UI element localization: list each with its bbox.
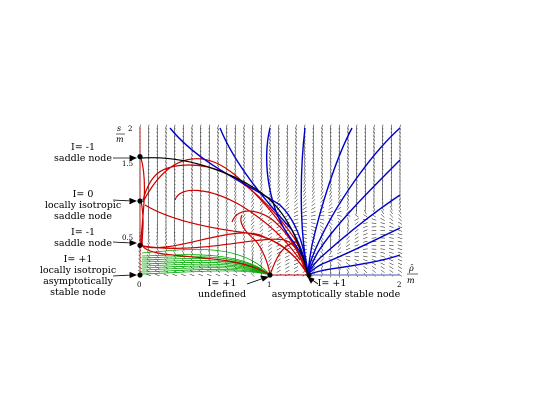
black-trajectories xyxy=(140,157,309,276)
black-trajectory xyxy=(140,157,309,276)
annotation-arrows xyxy=(112,154,319,285)
blue-trajectory xyxy=(300,127,309,276)
annotation-stable-right-index: I= +1 xyxy=(318,278,347,289)
green-trajectory xyxy=(141,267,271,276)
y-tick-1-5: 1.5 xyxy=(122,160,133,168)
annotation-saddle-mid-type: saddle node xyxy=(54,238,112,249)
annotation-undefined-type: undefined xyxy=(198,289,246,300)
blue-trajectory xyxy=(307,227,401,276)
x-axis-label-denominator: m xyxy=(407,276,415,285)
annotation-saddle-mid-index: I= -1 xyxy=(71,227,95,238)
y-axis-label-denominator: m xyxy=(116,135,124,144)
y-tick-0-5: 0.5 xyxy=(122,234,133,242)
equilibrium-node xyxy=(267,272,273,278)
annotation-undefined-index: I= +1 xyxy=(208,278,237,289)
x-tick-1: 1 xyxy=(267,281,271,289)
equilibrium-nodes xyxy=(137,154,312,278)
y-axis-label-numerator: s xyxy=(117,124,121,133)
x-axis-label-numerator: ρ̄ xyxy=(408,264,414,273)
blue-trajectory xyxy=(307,159,401,276)
direction-field xyxy=(137,124,403,278)
annotation-saddle-top-type: saddle node xyxy=(54,153,112,164)
field-segments xyxy=(137,124,403,278)
red-trajectory xyxy=(240,214,271,276)
green-trajectory xyxy=(141,265,271,276)
green-trajectory xyxy=(141,256,271,276)
red-trajectory xyxy=(142,238,309,276)
annotation-stable-isotropic-line3: stable node xyxy=(50,287,106,298)
x-tick-2: 2 xyxy=(397,281,401,289)
annotation-stable-isotropic-line2: asymptotically xyxy=(43,276,113,287)
red-trajectory xyxy=(231,210,306,271)
blue-trajectory xyxy=(307,127,401,276)
annotation-stable-right-type: asymptotically stable node xyxy=(272,289,401,300)
red-trajectory xyxy=(174,189,301,261)
equilibrium-node xyxy=(137,198,143,204)
x-tick-0: 0 xyxy=(137,281,141,289)
annotation-saddle-top-index: I= -1 xyxy=(71,142,95,153)
annotation-stable-isotropic-line1: locally isotropic xyxy=(40,265,116,276)
blue-trajectory xyxy=(219,127,309,276)
equilibrium-node xyxy=(137,272,143,278)
green-trajectory xyxy=(141,263,271,276)
annotation-isotropic-saddle-index: I= 0 xyxy=(73,189,94,200)
annotation-isotropic-saddle-line1: locally isotropic xyxy=(45,200,121,211)
y-tick-2: 2 xyxy=(128,125,132,133)
annotation-stable-isotropic-index: I= +1 xyxy=(64,254,93,265)
annotation-isotropic-saddle-line2: saddle node xyxy=(54,211,112,222)
equilibrium-node xyxy=(306,272,312,278)
red-trajectory xyxy=(142,232,309,276)
equilibrium-node xyxy=(137,154,143,160)
blue-trajectory xyxy=(169,127,309,276)
blue-trajectories xyxy=(169,127,401,276)
equilibrium-node xyxy=(137,242,143,248)
blue-trajectory xyxy=(307,194,401,276)
green-trajectory xyxy=(141,268,271,276)
green-trajectory xyxy=(141,270,271,276)
green-trajectory xyxy=(141,248,271,276)
